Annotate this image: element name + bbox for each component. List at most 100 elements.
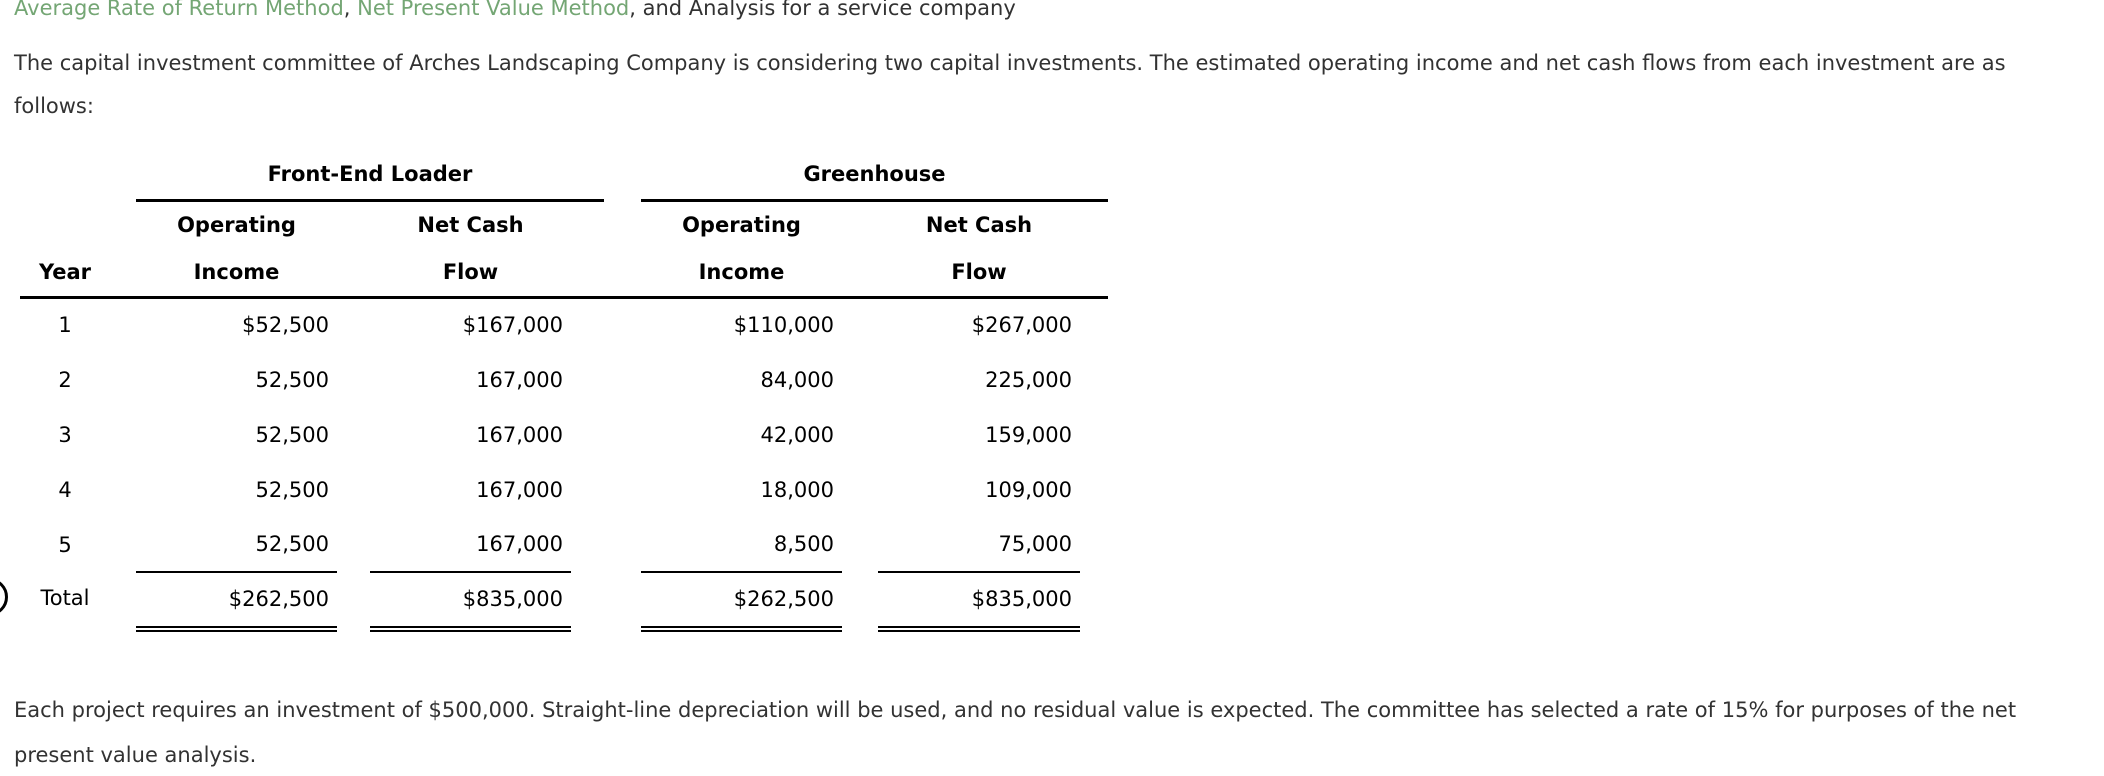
spacer — [604, 462, 641, 517]
double-underline — [641, 626, 842, 632]
spacer — [110, 200, 136, 248]
fel-net-cash-flow-cell: 167,000 — [476, 422, 563, 447]
table-row-year-3: 3 52,500 167,000 42,000 159,000 — [20, 407, 1108, 462]
spacer — [604, 248, 641, 299]
spacer — [604, 407, 641, 462]
gh-net-cash-flow-cell: 225,000 — [985, 367, 1072, 392]
intro-paragraph: The capital investment committee of Arch… — [14, 51, 2006, 118]
spacer — [337, 200, 370, 248]
clipped-circle-icon — [0, 578, 8, 616]
spacer — [842, 297, 878, 352]
year-cell: 3 — [58, 422, 72, 447]
spacer — [571, 248, 604, 299]
spacer — [337, 572, 370, 624]
investment-table: Front-End Loader Greenhouse Operating Ne… — [20, 150, 1108, 634]
table-total-row: Total $262,500 $835,000 $262,500 $835,00… — [20, 571, 1108, 624]
year-cell: 4 — [58, 477, 72, 502]
spacer — [110, 462, 136, 517]
double-rule-cell — [878, 624, 1080, 634]
gh-netcash-header: Net Cash — [925, 212, 1033, 237]
fel-net-cash-flow-cell: 167,000 — [476, 477, 563, 502]
spacer — [110, 407, 136, 462]
spacer — [110, 352, 136, 407]
fel-net-cash-flow-cell: 167,000 — [476, 367, 563, 392]
gh-operating-income-cell: 42,000 — [760, 422, 834, 447]
gh-operating-income-cell: 18,000 — [760, 477, 834, 502]
gh-net-cash-flow-total: $835,000 — [878, 571, 1080, 624]
spacer — [1080, 517, 1108, 572]
year-cell: 5 — [58, 532, 72, 557]
spacer — [1080, 572, 1108, 624]
table-row-year-5: 5 52,500 167,000 8,500 75,000 — [20, 517, 1108, 572]
spacer — [1080, 297, 1108, 352]
spacer — [571, 624, 604, 634]
gh-income-header: Income — [641, 248, 842, 299]
double-underline — [370, 626, 571, 632]
year-cell: 2 — [58, 367, 72, 392]
link-net-present-value-method[interactable]: Net Present Value Method — [357, 0, 630, 20]
spacer — [337, 352, 370, 407]
spacer — [571, 572, 604, 624]
spacer — [20, 150, 110, 200]
spacer — [842, 517, 878, 572]
spacer — [571, 297, 604, 352]
fel-netcash-header: Net Cash — [417, 212, 524, 237]
double-rule-cell — [136, 624, 337, 634]
spacer — [842, 462, 878, 517]
spacer — [604, 572, 641, 624]
spacer — [604, 200, 641, 248]
group-header-row: Front-End Loader Greenhouse — [20, 150, 1108, 202]
spacer — [604, 297, 641, 352]
spacer — [337, 248, 370, 299]
spacer — [571, 200, 604, 248]
double-rule-cell — [370, 624, 571, 634]
spacer — [337, 517, 370, 572]
fel-flow-header: Flow — [370, 248, 571, 299]
fel-operating-income-total: $262,500 — [136, 571, 337, 624]
gh-operating-header: Operating — [682, 212, 801, 237]
table-group-header-greenhouse: Greenhouse — [641, 150, 1108, 202]
spacer — [110, 297, 136, 352]
column-header-row-1: Operating Net Cash Operating Net Cash — [20, 200, 1108, 248]
fel-operating-income-cell: 52,500 — [255, 422, 329, 447]
double-underline — [878, 626, 1080, 632]
fel-operating-income-cell: $52,500 — [242, 313, 329, 338]
year-header: Year — [20, 248, 110, 299]
table-row-year-1: 1 $52,500 $167,000 $110,000 $267,000 — [20, 297, 1108, 352]
spacer — [604, 352, 641, 407]
spacer — [604, 624, 641, 634]
spacer — [604, 150, 641, 200]
gh-flow-header: Flow — [878, 248, 1080, 299]
link-average-rate-of-return-method[interactable]: Average Rate of Return Method — [14, 0, 344, 20]
gh-net-cash-flow-cell: 75,000 — [998, 532, 1072, 556]
spacer — [337, 462, 370, 517]
gh-net-cash-flow-cell: 109,000 — [985, 477, 1072, 502]
fel-net-cash-flow-cell: 167,000 — [476, 532, 563, 556]
table-row-year-2: 2 52,500 167,000 84,000 225,000 — [20, 352, 1108, 407]
spacer — [110, 150, 136, 200]
column-header-row-2: Year Income Flow Income Flow — [20, 248, 1108, 299]
fel-operating-income-cell: 52,500 — [255, 532, 329, 556]
spacer — [842, 407, 878, 462]
spacer — [110, 517, 136, 572]
spacer — [110, 624, 136, 634]
table-group-header-front-end-loader: Front-End Loader — [136, 150, 604, 202]
spacer — [1080, 248, 1108, 299]
spacer — [842, 352, 878, 407]
gh-operating-income-cell: 8,500 — [773, 532, 834, 556]
spacer — [20, 200, 110, 248]
total-label: Total — [40, 586, 90, 610]
year-cell: 1 — [58, 313, 72, 338]
spacer — [1080, 407, 1108, 462]
spacer — [842, 572, 878, 624]
spacer — [110, 572, 136, 624]
gh-operating-income-cell: 84,000 — [760, 367, 834, 392]
fel-operating-income-cell: 52,500 — [255, 367, 329, 392]
gh-net-cash-flow-cell: 159,000 — [985, 422, 1072, 447]
spacer — [842, 248, 878, 299]
fel-income-header: Income — [136, 248, 337, 299]
spacer — [1080, 352, 1108, 407]
spacer — [842, 624, 878, 634]
fel-net-cash-flow-total: $835,000 — [370, 571, 571, 624]
